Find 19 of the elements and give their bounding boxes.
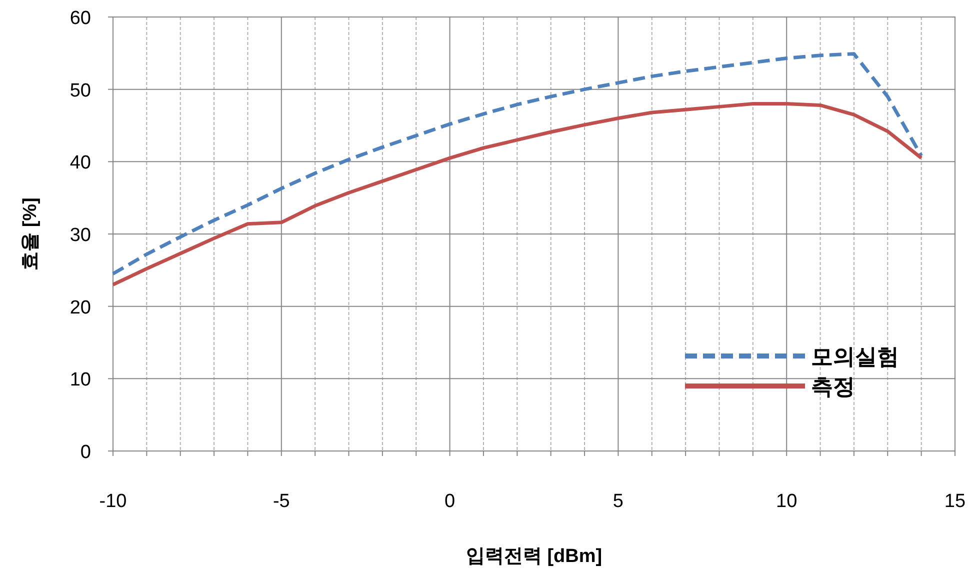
y-tick-label: 50 [70, 80, 91, 102]
x-tick-label: -10 [99, 491, 127, 512]
y-tick-label: 40 [70, 152, 91, 174]
legend-label: 모의실험 [811, 344, 899, 369]
y-tick-label: 10 [70, 370, 91, 391]
line-series [111, 102, 924, 286]
legend-label: 측정 [811, 374, 855, 399]
y-axis-title: 효율 [%] [20, 198, 41, 270]
x-tick-label: 10 [776, 491, 798, 512]
x-tick-label: 15 [944, 491, 966, 512]
y-tick-label: 20 [70, 297, 91, 318]
x-tick-label: 5 [612, 491, 624, 512]
x-tick-label: 0 [444, 491, 456, 512]
line-series [111, 52, 924, 276]
y-tick-label: 30 [70, 225, 91, 246]
x-axis-title: 입력전력 [dBm] [466, 546, 602, 567]
x-tick-label: -5 [272, 491, 290, 512]
y-tick-label: 60 [70, 8, 91, 29]
y-tick-label: 0 [80, 442, 91, 463]
